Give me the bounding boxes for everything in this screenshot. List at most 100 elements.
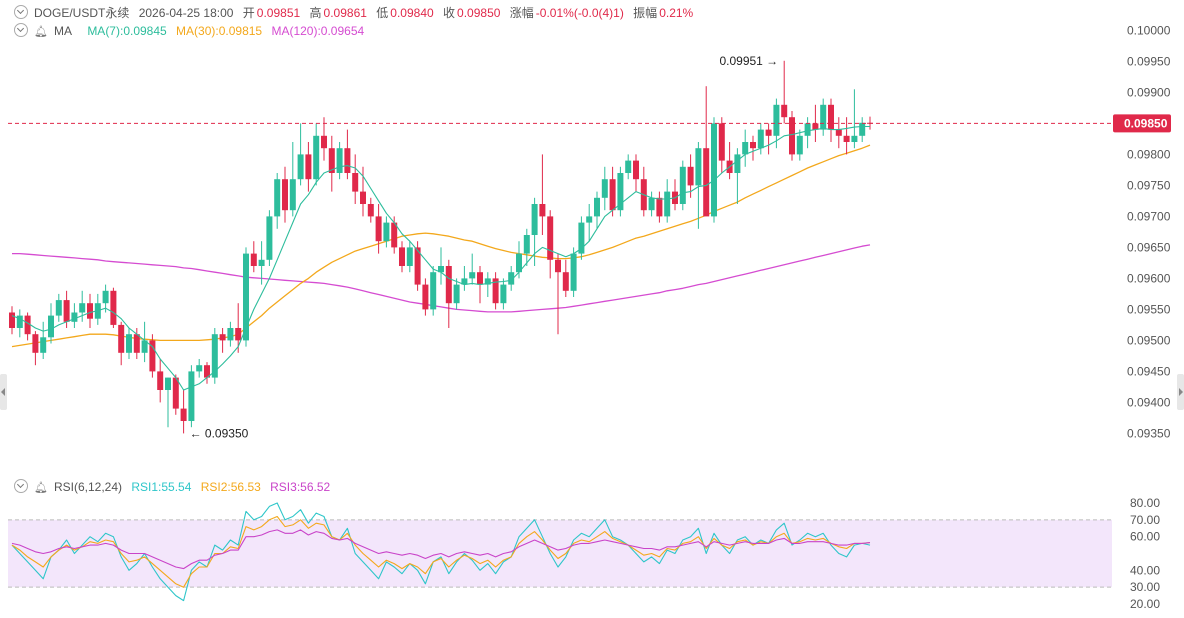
candle-body[interactable]: [188, 371, 195, 421]
candle-body[interactable]: [250, 253, 257, 266]
candle-body[interactable]: [718, 123, 725, 161]
candle-body[interactable]: [55, 300, 62, 316]
candle-body[interactable]: [126, 334, 132, 353]
candle-body[interactable]: [165, 377, 171, 390]
candle-body[interactable]: [149, 340, 156, 372]
candle-body[interactable]: [63, 300, 70, 322]
candle-body[interactable]: [305, 154, 312, 180]
candle-body[interactable]: [336, 148, 343, 173]
candle-body[interactable]: [313, 135, 320, 180]
candle-body[interactable]: [765, 129, 772, 136]
candle-body[interactable]: [617, 173, 624, 211]
candle-body[interactable]: [695, 148, 702, 186]
candle-body[interactable]: [500, 284, 507, 304]
candle-body[interactable]: [9, 312, 15, 329]
candle-body[interactable]: [453, 284, 460, 304]
collapse-chevron-icon[interactable]: [14, 479, 28, 493]
candle-body[interactable]: [711, 123, 717, 217]
candle-body[interactable]: [414, 247, 421, 285]
collapse-right-handle[interactable]: [1177, 374, 1184, 410]
candle-body[interactable]: [531, 204, 538, 235]
candle-body[interactable]: [87, 303, 93, 319]
candle-body[interactable]: [469, 272, 476, 279]
candle-body[interactable]: [516, 253, 522, 273]
candle-body[interactable]: [804, 123, 811, 136]
candle-body[interactable]: [141, 340, 148, 353]
candle-body[interactable]: [243, 253, 249, 341]
candle-body[interactable]: [367, 204, 374, 217]
candle-body[interactable]: [321, 135, 327, 149]
candle-body[interactable]: [851, 135, 858, 142]
candle-body[interactable]: [656, 197, 663, 217]
candle-body[interactable]: [773, 104, 780, 136]
candle-body[interactable]: [227, 328, 234, 341]
candle-body[interactable]: [734, 154, 741, 173]
candle-body[interactable]: [539, 204, 546, 217]
candle-body[interactable]: [375, 216, 382, 242]
candle-body[interactable]: [547, 216, 554, 260]
collapse-left-handle[interactable]: [0, 374, 7, 410]
candle-body[interactable]: [562, 272, 569, 291]
candle-body[interactable]: [219, 334, 226, 341]
candle-body[interactable]: [406, 247, 413, 266]
candle-body[interactable]: [586, 216, 593, 223]
candle-body[interactable]: [360, 191, 366, 204]
candle-body[interactable]: [477, 272, 483, 285]
candle-body[interactable]: [235, 328, 242, 341]
candle-body[interactable]: [796, 135, 803, 155]
candle-body[interactable]: [430, 272, 437, 310]
candle-body[interactable]: [383, 222, 390, 242]
candle-body[interactable]: [258, 259, 265, 266]
bell-icon[interactable]: 🔔︎: [34, 26, 48, 38]
candle-body[interactable]: [508, 272, 515, 285]
candle-body[interactable]: [461, 278, 468, 285]
candle-body[interactable]: [289, 179, 296, 211]
candle-body[interactable]: [633, 160, 639, 180]
candle-body[interactable]: [118, 324, 125, 353]
candle-body[interactable]: [859, 122, 866, 136]
candle-body[interactable]: [204, 365, 210, 378]
candle-body[interactable]: [781, 104, 788, 118]
candle-body[interactable]: [266, 216, 273, 260]
candle-body[interactable]: [703, 148, 710, 217]
candle-body[interactable]: [445, 266, 452, 304]
candle-body[interactable]: [282, 179, 288, 211]
candle-body[interactable]: [71, 312, 78, 322]
candle-body[interactable]: [40, 337, 47, 353]
candle-body[interactable]: [679, 166, 686, 204]
candle-body[interactable]: [422, 284, 429, 310]
candle-body[interactable]: [48, 315, 54, 338]
candle-body[interactable]: [789, 117, 795, 155]
candle-body[interactable]: [625, 160, 632, 173]
candle-body[interactable]: [555, 259, 561, 273]
candle-body[interactable]: [570, 253, 577, 291]
candle-body[interactable]: [820, 104, 827, 130]
candle-body[interactable]: [180, 408, 187, 421]
candle-body[interactable]: [79, 303, 86, 313]
candle-body[interactable]: [196, 365, 203, 372]
candle-body[interactable]: [102, 290, 109, 304]
candle-body[interactable]: [24, 315, 31, 335]
candle-body[interactable]: [757, 129, 764, 149]
candle-body[interactable]: [133, 334, 140, 353]
candle-body[interactable]: [274, 179, 281, 217]
candle-body[interactable]: [328, 148, 335, 173]
candle-body[interactable]: [297, 154, 304, 180]
candle-body[interactable]: [157, 371, 164, 390]
candle-body[interactable]: [835, 129, 842, 136]
candle-body[interactable]: [843, 135, 850, 142]
candle-body[interactable]: [172, 377, 179, 409]
candle-body[interactable]: [32, 334, 39, 353]
candle-body[interactable]: [523, 235, 530, 254]
candle-body[interactable]: [648, 197, 655, 211]
candle-body[interactable]: [828, 104, 834, 130]
collapse-chevron-icon[interactable]: [14, 5, 28, 19]
candle-body[interactable]: [438, 266, 444, 273]
candle-body[interactable]: [750, 142, 756, 149]
candle-body[interactable]: [16, 315, 23, 328]
bell-icon[interactable]: 🔔︎: [34, 482, 48, 494]
candle-body[interactable]: [344, 148, 351, 173]
candle-body[interactable]: [609, 179, 616, 211]
